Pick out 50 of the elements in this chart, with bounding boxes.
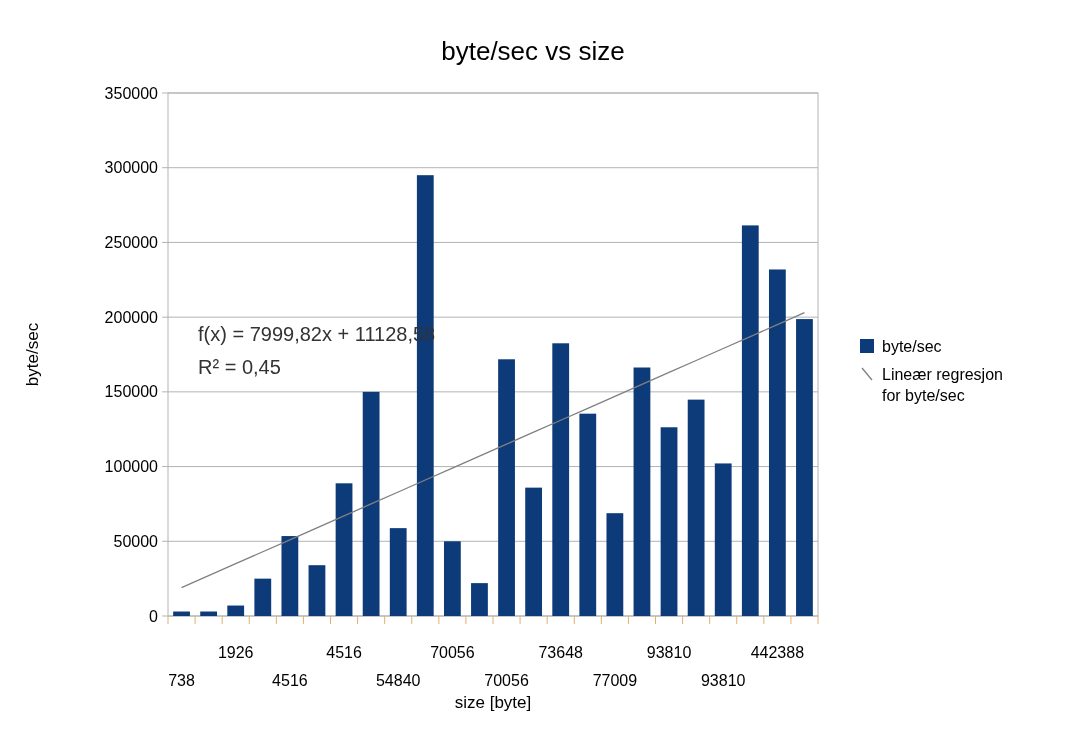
x-tick-label: 1926 xyxy=(217,644,254,661)
bar xyxy=(335,483,353,616)
y-tick-label: 200000 xyxy=(104,308,159,326)
legend-label: byte/sec xyxy=(882,337,942,355)
bar xyxy=(443,541,461,616)
bar xyxy=(254,578,272,616)
bar xyxy=(498,359,515,616)
bar xyxy=(362,391,380,616)
bar xyxy=(471,583,488,616)
bar xyxy=(281,536,299,616)
bar xyxy=(741,225,759,616)
bar xyxy=(200,611,218,616)
y-tick-label: 350000 xyxy=(104,84,159,102)
bar xyxy=(633,367,651,616)
x-tick-label: 54840 xyxy=(375,672,421,689)
x-tick-label: 93810 xyxy=(700,672,746,689)
y-tick-label: 300000 xyxy=(104,159,159,177)
bar xyxy=(687,399,705,616)
y-tick-label: 100000 xyxy=(104,458,159,476)
y-tick-label: 50000 xyxy=(113,532,159,550)
bar xyxy=(552,343,570,616)
x-tick-label: 4516 xyxy=(272,672,308,689)
annotation: R² = 0,45 xyxy=(198,356,281,378)
bar xyxy=(579,413,597,616)
x-tick-label: 93810 xyxy=(646,644,692,661)
y-tick-label: 0 xyxy=(149,607,159,625)
bar xyxy=(796,319,813,616)
bar xyxy=(227,605,245,616)
bar xyxy=(768,269,786,616)
y-tick-label: 250000 xyxy=(104,234,159,252)
legend-label: Lineær regresjon for byte/sec xyxy=(882,365,1003,404)
bar xyxy=(173,611,190,616)
bar xyxy=(389,528,407,616)
bar xyxy=(660,427,678,616)
y-tick-label: 150000 xyxy=(104,383,159,401)
x-tick-label: 70056 xyxy=(430,644,475,661)
x-axis-title: size [byte] xyxy=(454,693,532,712)
x-tick-label: 4516 xyxy=(326,644,362,661)
chart-title: byte/sec vs size xyxy=(441,36,625,66)
bar xyxy=(606,513,624,616)
x-tick-label: 738 xyxy=(168,672,195,689)
bar xyxy=(308,565,326,616)
x-tick-label: 73648 xyxy=(538,644,584,661)
bar xyxy=(525,487,543,616)
line-series xyxy=(180,312,806,589)
x-tick-label: 77009 xyxy=(592,672,638,689)
bar xyxy=(714,463,732,616)
x-tick-label: 442388 xyxy=(750,644,805,661)
x-tick-label: 70056 xyxy=(484,672,529,689)
y-axis-title: byte/sec xyxy=(23,322,42,387)
